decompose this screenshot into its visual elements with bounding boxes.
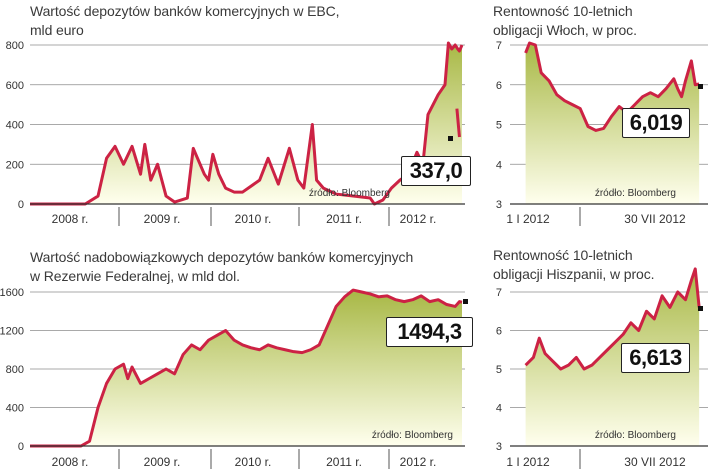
chart-title-italy: Rentowność 10-letnich obligacji Włoch, w… [493,2,637,40]
callout-fed: 1494,3 [386,317,473,347]
callout-ecb: 337,0 [401,156,471,186]
chart-title-line: w Rezerwie Federalnej, w mld dol. [30,268,240,284]
chart-title-fed: Wartość nadobowiązkowych depozytów bankó… [30,248,413,286]
y-tick-label: 200 [6,159,24,171]
x-tick-label: 2008 r. [52,212,89,226]
series-line [30,41,464,206]
chart-title-line: Wartość nadobowiązkowych depozytów bankó… [30,249,414,265]
y-tick-label: 5 [496,364,502,376]
chart-title-ecb: Wartość depozytów banków komercyjnych w … [30,2,340,40]
x-tick-label: 2008 r. [52,455,89,469]
callout-spain: 6,613 [621,343,690,373]
chart-title-spain: Rentowność 10-letnich obligacji Hiszpani… [493,246,654,284]
x-tick-label: 30 VII 2012 [624,212,686,226]
chart-title-line: obligacji Hiszpanii, w proc. [493,266,655,282]
chart-spain: 3 4 5 6 7 1 I 2012 30 VII 2012 źródło: Bloomber… [496,267,708,469]
x-tick-label: 2012 r. [400,212,437,226]
area-fill [30,290,462,446]
y-tick-label: 0 [18,441,24,453]
y-tick-label: 4 [496,403,502,415]
y-tick-label: 5 [496,120,502,132]
callout-marker [448,136,453,141]
y-tick-label: 3 [496,441,502,453]
y-tick-label: 4 [496,159,502,171]
y-tick-label: 0 [18,199,24,211]
x-tick-label: 30 VII 2012 [624,455,686,469]
chart-ecb: 0 200 400 600 800 2008 r. 2009 r. 2010 r. 2011 r… [6,40,465,226]
chart-fed: 0 400 800 1200 1600 2008 r. 2009 r. 2010 r. 2011… [0,287,468,469]
source-label: źródło: Bloomberg [309,188,390,199]
y-tick-label: 6 [496,326,502,338]
x-tick-label: 2012 r. [400,455,437,469]
x-tick-label: 2010 r. [235,212,272,226]
series-line [524,267,701,371]
source-label: źródło: Bloomberg [372,430,453,441]
callout-marker [698,84,703,89]
x-tick-label: 2011 r. [326,455,362,469]
series-line [30,288,463,448]
y-tick-label: 800 [6,40,24,52]
x-tick-label: 2010 r. [235,455,272,469]
y-tick-label: 600 [6,80,24,92]
series-line [524,41,700,132]
chart-title-line: Rentowność 10-letnich [493,247,633,263]
chart-title-line: mld euro [30,22,84,38]
x-tick-label: 2009 r. [144,212,181,226]
y-tick-label: 800 [6,364,24,376]
chart-italy: 3 4 5 6 7 1 I 2012 30 VII 2012 źródło: Bloomber… [496,40,708,226]
y-tick-label: 400 [6,403,24,415]
x-tick-label: 2009 r. [144,455,181,469]
y-tick-label: 6 [496,80,502,92]
y-tick-label: 7 [496,287,502,299]
y-tick-label: 1600 [0,287,24,299]
callout-marker [463,299,468,304]
x-tick-label: 1 I 2012 [506,212,550,226]
x-tick-label: 2011 r. [326,212,362,226]
source-label: źródło: Bloomberg [595,188,676,199]
area-fill [525,268,700,446]
chart-title-line: Wartość depozytów banków komercyjnych w … [30,3,340,19]
chart-title-line: obligacji Włoch, w proc. [493,22,637,38]
source-label: źródło: Bloomberg [595,430,676,441]
x-tick-label: 1 I 2012 [506,455,550,469]
callout-italy: 6,019 [622,108,690,138]
area-fill [525,43,700,205]
callout-marker [698,306,703,311]
series-line [455,108,461,138]
y-tick-label: 1200 [0,326,24,338]
y-tick-label: 7 [496,40,502,52]
chart-title-line: Rentowność 10-letnich [493,3,633,19]
area-fill [30,43,462,205]
y-tick-label: 400 [6,120,24,132]
y-tick-label: 3 [496,199,502,211]
